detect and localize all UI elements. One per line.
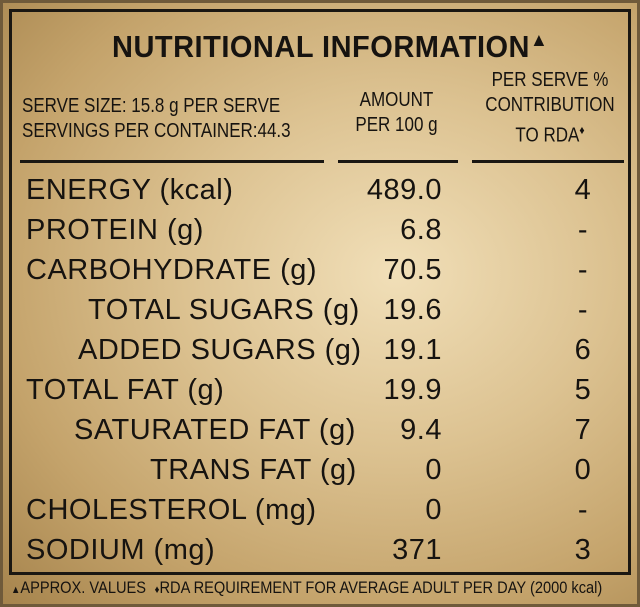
nutrient-row-saturated-fat: SATURATED FAT (g) 9.4 7 <box>12 410 634 450</box>
amount-per-100g: 0 <box>425 494 442 526</box>
servings-per-container-text: SERVINGS PER CONTAINER:44.3 <box>22 120 291 142</box>
approx-triangle-icon: ▲ <box>530 29 549 51</box>
amount-per-100g: 19.1 <box>383 334 442 366</box>
amount-header-line2: PER 100 g <box>355 114 438 136</box>
rda-header-line2: CONTRIBUTION <box>485 94 615 116</box>
rda-percent: - <box>577 494 589 526</box>
header-rule-left <box>20 160 324 163</box>
rda-diamond-icon: ♦ <box>579 123 585 137</box>
nutrient-row-protein: PROTEIN (g) 6.8 - <box>12 210 634 250</box>
nutrient-label: ENERGY (kcal) <box>26 174 234 206</box>
amount-column-header: AMOUNT PER 100 g <box>354 88 439 138</box>
nutrient-row-cholesterol: CHOLESTEROL (mg) 0 - <box>12 490 634 530</box>
nutrient-label: CHOLESTEROL (mg) <box>26 494 317 526</box>
rda-percent: 3 <box>574 534 592 566</box>
rda-percent: 6 <box>574 334 592 366</box>
rda-requirement-note: RDA REQUIREMENT FOR AVERAGE ADULT PER DA… <box>159 578 603 597</box>
serve-size-text: SERVE SIZE: 15.8 g PER SERVE <box>22 95 281 117</box>
amount-per-100g: 19.6 <box>383 294 442 326</box>
approx-triangle-icon: ▲ <box>11 584 21 596</box>
rda-percent: 5 <box>574 374 592 406</box>
amount-per-100g: 0 <box>425 454 442 486</box>
rda-percent: 4 <box>574 174 592 206</box>
rda-percent: - <box>577 294 589 326</box>
nutrient-row-sodium: SODIUM (mg) 371 3 <box>12 530 634 570</box>
amount-per-100g: 6.8 <box>400 214 442 246</box>
amount-header-line1: AMOUNT <box>359 89 434 111</box>
header-rule-rda <box>472 160 624 163</box>
nutrient-row-total-fat: TOTAL FAT (g) 19.9 5 <box>12 370 634 410</box>
amount-per-100g: 70.5 <box>383 254 442 286</box>
approx-values-note: APPROX. VALUES <box>20 578 147 597</box>
rda-percent: 7 <box>574 414 592 446</box>
nutrient-label: CARBOHYDRATE (g) <box>26 254 318 286</box>
nutrient-label: TOTAL SUGARS (g) <box>88 294 360 326</box>
nutrient-label: PROTEIN (g) <box>26 214 204 246</box>
nutrient-label: SODIUM (mg) <box>26 534 216 566</box>
nutrient-row-total-sugars: TOTAL SUGARS (g) 19.6 - <box>12 290 634 330</box>
rda-header-line3: TO RDA♦ <box>515 123 585 147</box>
label-title: NUTRITIONAL INFORMATION▲ <box>112 29 552 65</box>
amount-per-100g: 371 <box>392 534 442 566</box>
amount-per-100g: 9.4 <box>400 414 442 446</box>
nutrient-label: SATURATED FAT (g) <box>74 414 356 446</box>
header-rule-amount <box>338 160 458 163</box>
nutrition-table-frame: NUTRITIONAL INFORMATION▲ SERVE SIZE: 15.… <box>9 9 631 575</box>
nutrient-label: TRANS FAT (g) <box>150 454 357 486</box>
nutrient-label: ADDED SUGARS (g) <box>78 334 362 366</box>
rda-header-line1: PER SERVE % <box>491 69 609 91</box>
rda-percent: 0 <box>574 454 592 486</box>
nutrient-label: TOTAL FAT (g) <box>26 374 225 406</box>
nutrient-row-added-sugars: ADDED SUGARS (g) 19.1 6 <box>12 330 634 370</box>
nutrient-row-trans-fat: TRANS FAT (g) 0 0 <box>12 450 634 490</box>
nutrient-row-carbohydrate: CARBOHYDRATE (g) 70.5 - <box>12 250 634 290</box>
amount-per-100g: 489.0 <box>366 174 442 206</box>
rda-column-header: PER SERVE % CONTRIBUTION TO RDA♦ <box>482 68 618 149</box>
rda-percent: - <box>577 214 589 246</box>
nutrient-row-energy: ENERGY (kcal) 489.0 4 <box>12 170 634 210</box>
title-text: NUTRITIONAL INFORMATION <box>112 30 530 65</box>
rda-percent: - <box>577 254 589 286</box>
amount-per-100g: 19.9 <box>383 374 442 406</box>
rda-diamond-icon: ♦ <box>154 584 160 596</box>
footnote: ▲APPROX. VALUES ♦RDA REQUIREMENT FOR AVER… <box>11 577 602 601</box>
